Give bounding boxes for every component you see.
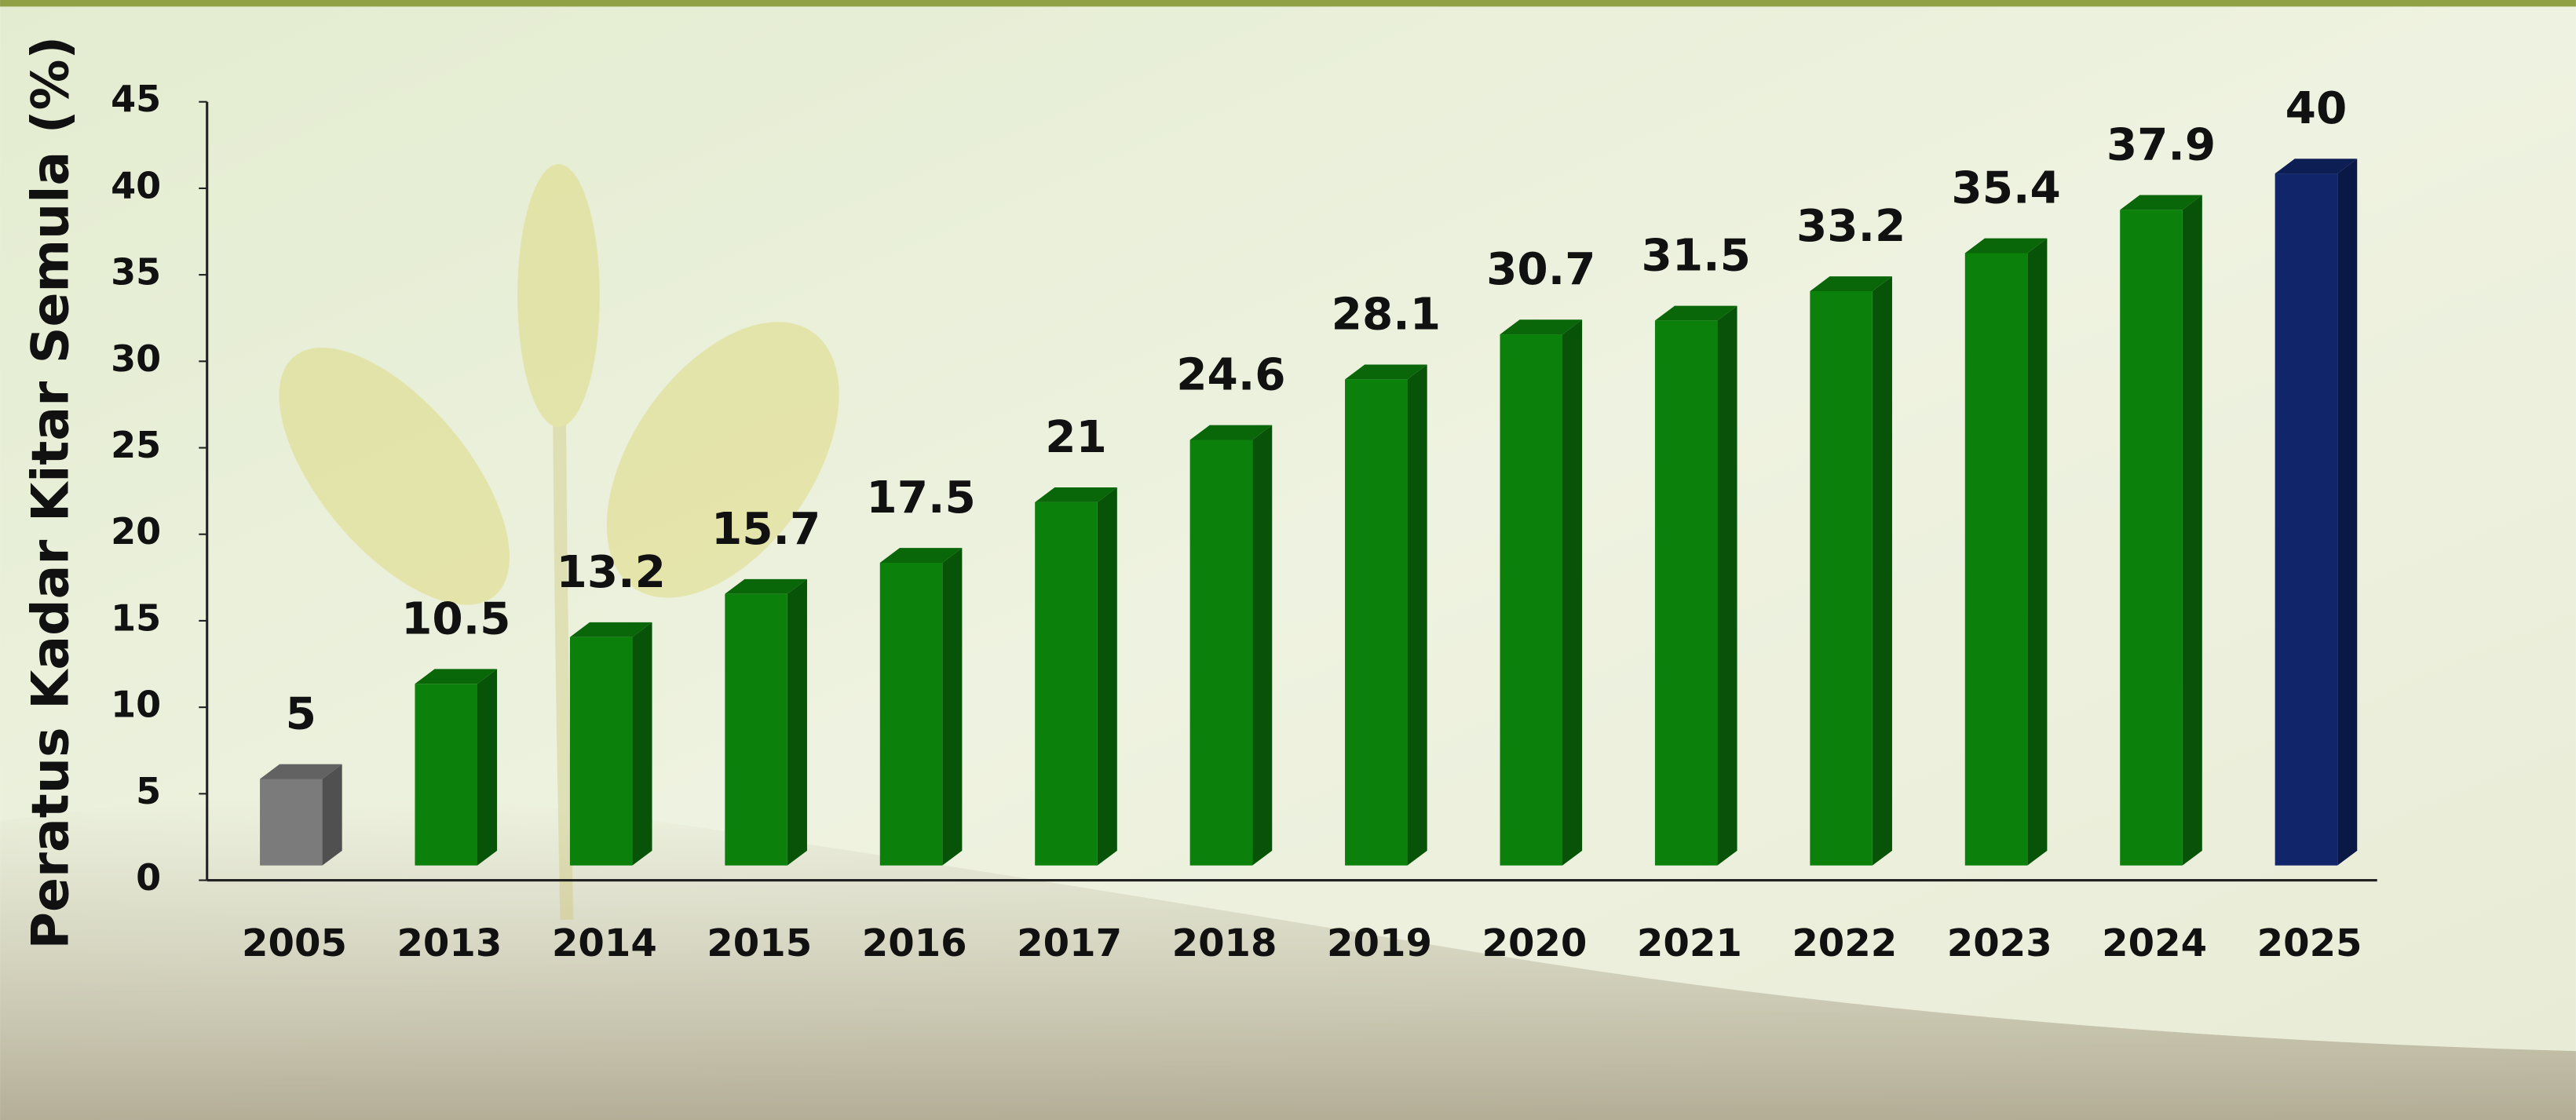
x-tick-label: 2025 bbox=[2257, 921, 2362, 965]
bar bbox=[1345, 379, 1408, 866]
bar-side bbox=[477, 669, 498, 866]
value-label: 17.5 bbox=[866, 472, 975, 524]
y-tick-label: 15 bbox=[111, 596, 161, 639]
value-label: 37.9 bbox=[2106, 119, 2216, 170]
x-tick-label: 2018 bbox=[1172, 921, 1277, 965]
x-tick-label: 2013 bbox=[396, 921, 502, 965]
bar-top bbox=[879, 548, 963, 563]
bar-top bbox=[1654, 305, 1737, 321]
top-strip bbox=[0, 0, 2576, 7]
x-tick-label: 2019 bbox=[1327, 921, 1432, 965]
y-tick-label: 10 bbox=[111, 684, 161, 726]
value-label: 24.6 bbox=[1176, 350, 1285, 401]
bar-top bbox=[260, 764, 342, 779]
bar-top bbox=[2275, 159, 2358, 174]
bar-side bbox=[1407, 364, 1427, 866]
bar bbox=[1189, 440, 1253, 866]
bar-top bbox=[1500, 319, 1583, 335]
bar-top bbox=[1810, 276, 1892, 291]
bar bbox=[569, 637, 633, 866]
bar bbox=[2275, 173, 2338, 866]
bar-side bbox=[942, 548, 963, 866]
bar-side bbox=[1252, 425, 1273, 866]
soil-decoration bbox=[0, 796, 2576, 1120]
bar-top bbox=[415, 669, 498, 684]
y-tick-label: 20 bbox=[111, 510, 161, 553]
bar bbox=[1500, 334, 1563, 866]
bar-side bbox=[2337, 159, 2358, 866]
value-label: 30.7 bbox=[1486, 244, 1595, 295]
bar bbox=[1035, 502, 1098, 866]
bar-side bbox=[1872, 276, 1892, 866]
bar-side bbox=[2027, 238, 2048, 866]
bar-top bbox=[725, 578, 807, 594]
bar-side bbox=[2182, 195, 2202, 866]
x-tick-label: 2015 bbox=[707, 921, 812, 965]
bar bbox=[415, 684, 477, 866]
y-tick-label: 45 bbox=[111, 78, 161, 120]
bar bbox=[2120, 210, 2183, 866]
value-label: 35.4 bbox=[1951, 163, 2060, 214]
bar bbox=[725, 593, 787, 866]
bar-top bbox=[1964, 238, 2048, 254]
value-label: 5 bbox=[286, 689, 316, 740]
bar-top bbox=[569, 622, 652, 637]
x-tick-label: 2023 bbox=[1947, 921, 2052, 965]
sprout-decoration bbox=[279, 164, 839, 920]
y-tick-label: 30 bbox=[111, 337, 161, 380]
bar-side bbox=[1562, 319, 1583, 866]
y-tick-label: 35 bbox=[111, 251, 161, 294]
x-tick-label: 2021 bbox=[1637, 921, 1742, 965]
x-tick-label: 2014 bbox=[552, 921, 657, 965]
bar bbox=[1810, 290, 1873, 866]
x-tick-label: 2020 bbox=[1482, 921, 1587, 965]
bar bbox=[1964, 253, 2028, 866]
x-tick-label: 2022 bbox=[1792, 921, 1897, 965]
y-tick-label: 5 bbox=[136, 770, 161, 812]
x-tick-label: 2016 bbox=[862, 921, 967, 965]
value-label: 33.2 bbox=[1796, 201, 1906, 252]
value-label: 10.5 bbox=[401, 593, 510, 644]
bar-side bbox=[322, 764, 342, 866]
bar-top bbox=[2120, 195, 2202, 210]
bar-side bbox=[632, 622, 652, 866]
value-label: 21 bbox=[1045, 412, 1107, 463]
bar bbox=[1654, 320, 1718, 866]
bar-top bbox=[1189, 425, 1273, 440]
value-label: 28.1 bbox=[1332, 289, 1441, 340]
value-label: 40 bbox=[2286, 83, 2348, 134]
bar-top bbox=[1035, 487, 1117, 502]
y-tick-label: 25 bbox=[111, 424, 161, 466]
bar bbox=[879, 562, 943, 866]
bar bbox=[260, 779, 323, 866]
value-label: 31.5 bbox=[1642, 231, 1751, 282]
y-tick-label: 0 bbox=[136, 856, 161, 899]
bar-side bbox=[1717, 305, 1737, 866]
value-label: 13.2 bbox=[557, 547, 666, 598]
x-tick-label: 2024 bbox=[2102, 921, 2207, 965]
y-axis-label: Peratus Kadar Kitar Semula (%) bbox=[22, 36, 81, 950]
x-tick-label: 2005 bbox=[242, 921, 347, 965]
bar-top bbox=[1345, 364, 1427, 380]
bar-side bbox=[787, 578, 807, 866]
bar-side bbox=[1097, 487, 1117, 866]
y-tick-label: 40 bbox=[111, 164, 161, 206]
value-label: 15.7 bbox=[711, 504, 820, 555]
x-tick-label: 2017 bbox=[1017, 921, 1122, 965]
